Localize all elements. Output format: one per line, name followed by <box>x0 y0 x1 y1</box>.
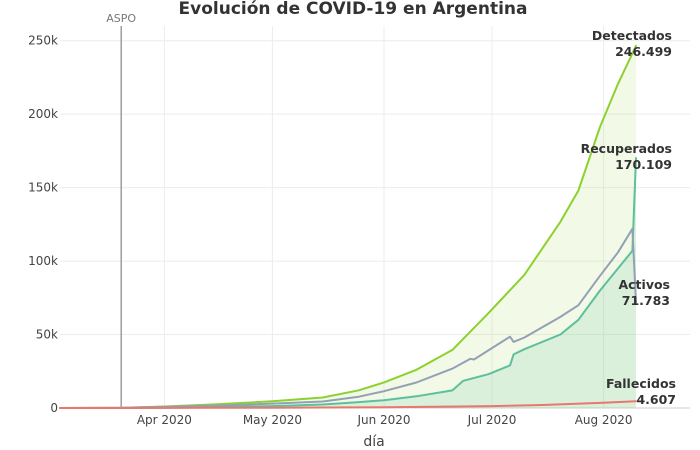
x-tick-label: May 2020 <box>243 413 302 427</box>
x-tick-label: Aug 2020 <box>575 413 633 427</box>
y-tick-label: 150k <box>28 181 58 195</box>
series-line-2 <box>59 227 637 409</box>
y-tick-label: 0 <box>50 401 58 415</box>
annotation-name: Detectados <box>592 28 672 43</box>
series-line-3 <box>59 400 637 409</box>
grid <box>60 26 690 409</box>
area-fills <box>60 45 636 409</box>
series-line-1 <box>59 157 637 409</box>
annotation-value: 170.109 <box>615 157 672 172</box>
x-axis-ticks: Apr 2020 May 2020 Jun 2020 Jul 2020 Aug 2020 <box>137 413 633 427</box>
x-tick-label: Apr 2020 <box>137 413 192 427</box>
aspo-label: ASPO <box>106 12 136 25</box>
chart-title: Evolución de COVID-19 en Argentina <box>179 0 528 19</box>
x-tick-label: Jun 2020 <box>356 413 410 427</box>
series-lines <box>59 44 637 409</box>
x-axis-title: día <box>363 434 384 450</box>
y-tick-label: 50k <box>36 328 58 342</box>
aspo-marker: ASPO <box>106 12 136 408</box>
x-tick-label: Jul 2020 <box>467 413 517 427</box>
y-axis-ticks: 0 50k 100k 150k 200k 250k <box>28 34 58 415</box>
annotation-name: Activos <box>618 277 670 292</box>
annotation-value: 4.607 <box>636 392 676 407</box>
series-area-0 <box>60 45 636 409</box>
y-tick-label: 250k <box>28 34 58 48</box>
y-tick-label: 200k <box>28 107 58 121</box>
annotation-name: Recuperados <box>581 141 672 156</box>
series-area-1 <box>60 158 636 408</box>
annotation-name: Fallecidos <box>606 376 676 391</box>
annotation-value: 246.499 <box>615 44 672 59</box>
y-tick-label: 100k <box>28 254 58 268</box>
annotation-value: 71.783 <box>622 293 670 308</box>
